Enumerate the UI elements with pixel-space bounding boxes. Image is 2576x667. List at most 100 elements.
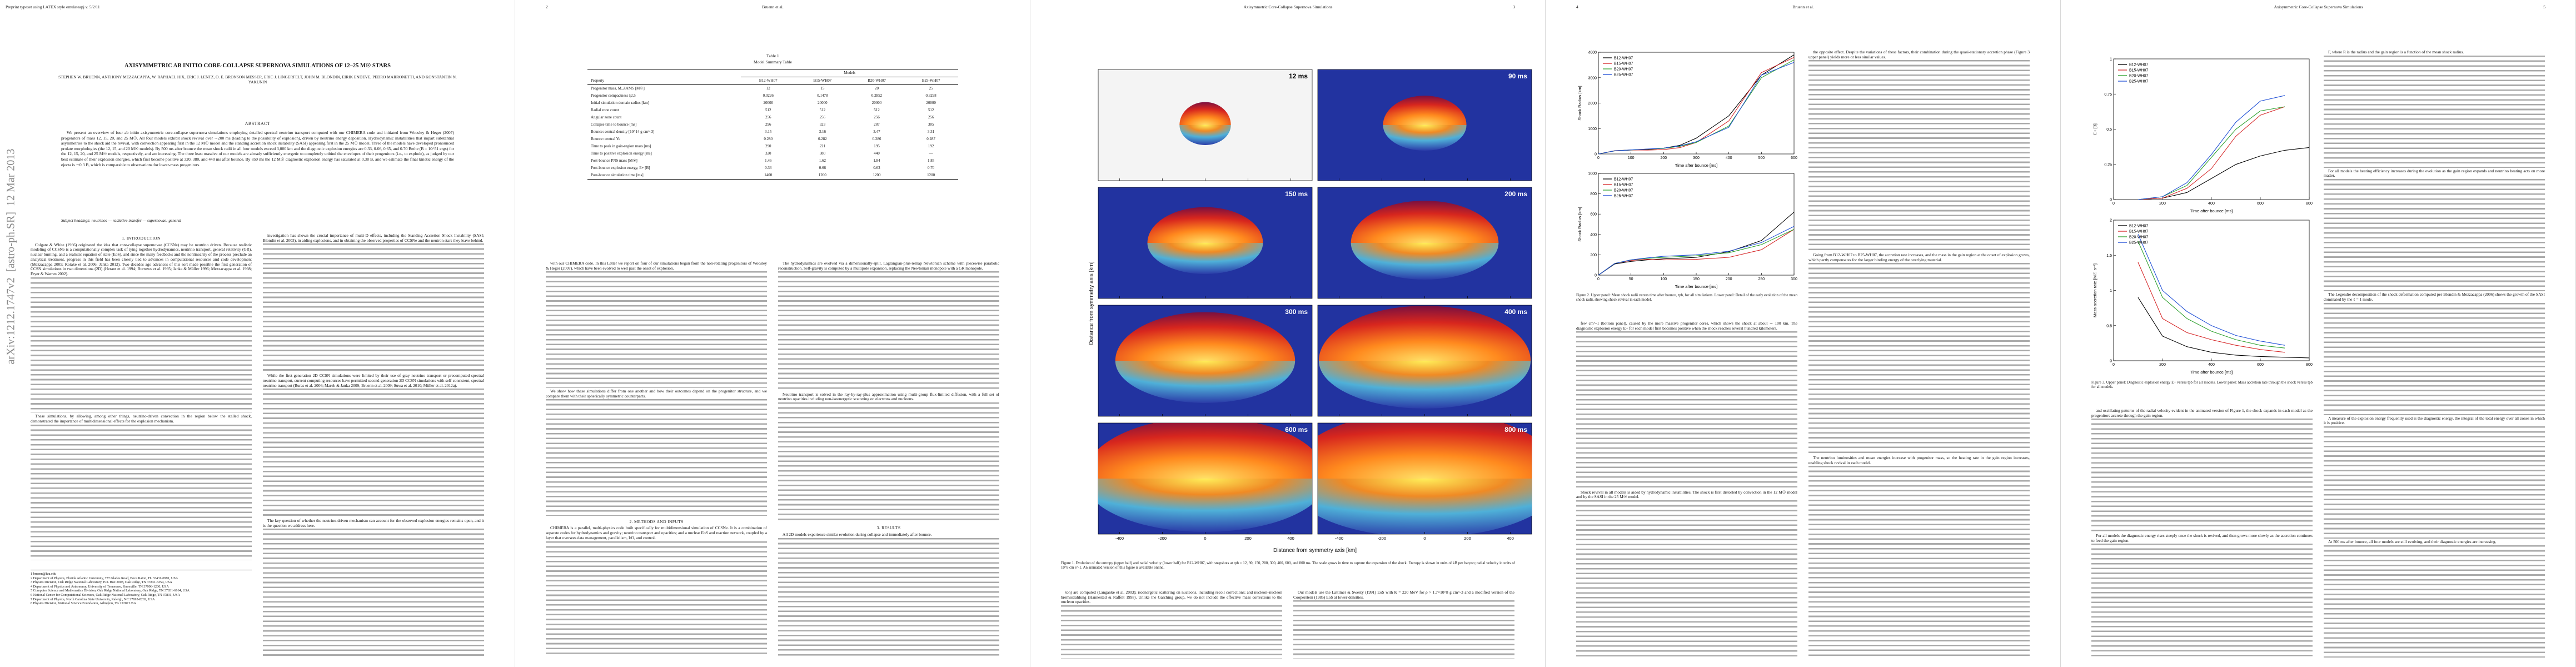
table-cell: 440 (874, 151, 880, 156)
simulation-panel: 200 ms (1317, 187, 1532, 299)
table-cell: Bounce: central density [10^14 g cm^-3] (591, 130, 655, 134)
y-tick-label: 0 (1595, 153, 1597, 157)
entropy-half (1179, 102, 1231, 125)
paragraph: Neutrino transport is solved in the ray-… (778, 391, 999, 402)
x-tick-label: 0 (1204, 536, 1206, 541)
table-cell (587, 69, 741, 77)
text-column: investigation has shown the crucial impo… (263, 233, 484, 659)
y-tick-label: 2000 (1588, 102, 1597, 106)
table-row: Bounce: central Ye 0.280 0.282 0.286 0.287 (587, 136, 958, 143)
text-lines (263, 243, 484, 373)
y-tick-label: 800 (1590, 192, 1597, 196)
page-number: 4 (1576, 4, 1578, 9)
table-cell: 3.31 (928, 130, 935, 134)
simulation-panel: 300 ms (1098, 305, 1313, 417)
y-tick-label: 1.5 (2106, 254, 2112, 258)
table-row: Collapse time to bounce [ms] 296 323 287 305 (587, 121, 958, 128)
x-tick-label: 250 (1758, 277, 1765, 281)
legend-label: B15-WH07 (2129, 230, 2148, 234)
paragraph: For all models the heating efficiency in… (2324, 168, 2545, 178)
table-cell: 0.70 (928, 166, 935, 170)
footnotes: 1 bruenn@fau.edu 2 Department of Physics… (31, 570, 252, 606)
velocity-half (1351, 243, 1499, 280)
y-tick-label: 400 (1590, 233, 1597, 237)
text-lines (31, 424, 252, 560)
running-head: Axisymmetric Core-Collapse Supernova Sim… (2274, 4, 2363, 9)
entropy-half (1098, 423, 1312, 479)
text-lines (546, 541, 767, 658)
y-tick-label: 1 (2110, 289, 2112, 293)
legend-label: B25-WH07 (2129, 80, 2148, 84)
table-cell: 512 (874, 108, 880, 112)
plot-frame (2113, 220, 2310, 361)
table-cell: 320 (765, 151, 771, 156)
table-wrap: Models Property B12-WH07 B15-WH07 B20-WH07 B2… (587, 69, 958, 180)
table-cell: 20000 (763, 101, 773, 105)
table-cell: 1200 (873, 173, 881, 177)
x-tick-label: 400 (1287, 536, 1294, 541)
series-line (2137, 95, 2285, 200)
table-cell: Post-bounce explosion energy, E+ [B] (591, 166, 650, 170)
table-cell: 305 (928, 122, 934, 127)
table-cell: 15 (820, 86, 825, 91)
velocity-half (1318, 361, 1531, 409)
chart: 0 100 200 300 400 500 60001000200030004000Time… (1577, 51, 1797, 168)
running-head: Bruenn et al. (1792, 4, 1814, 9)
legend-label: B15-WH07 (2129, 69, 2148, 73)
panel-image (1318, 306, 1531, 409)
series-line (2137, 241, 2285, 349)
x-tick-label: -200 (1378, 536, 1386, 541)
series-line (1598, 226, 1795, 276)
text-lines (2324, 55, 2545, 168)
panel-image (1098, 423, 1312, 532)
table-row: Post-bounce PNS mass [M☉] 1.46 1.62 1.84 1.8… (587, 157, 958, 165)
y-tick-label: 200 (1590, 253, 1597, 257)
table-cell: 0.1478 (817, 93, 828, 98)
table-cell: 12 (766, 86, 770, 91)
table-cell: 0.282 (818, 137, 827, 141)
table-cell: 1.85 (928, 158, 935, 163)
x-axis-label: Time after bounce [ms] (1675, 163, 1717, 168)
time-label: 200 ms (1504, 190, 1527, 198)
paragraph: While the first-generation 2D CCSN simul… (263, 373, 484, 388)
velocity-half (1115, 361, 1296, 403)
paragraph: For all models the diagnostic energy ris… (2091, 533, 2313, 543)
paragraph: We show how these simulations differ fro… (546, 388, 767, 399)
table-cell: 3.16 (819, 130, 826, 134)
table-header-row: Property B12-WH07 B15-WH07 B20-WH07 B25-WH07 (587, 77, 958, 85)
table-cell: 296 (765, 122, 771, 127)
y-tick-label: 600 (1590, 213, 1597, 217)
paragraph: the opposite effect. Despite the variati… (1808, 50, 2030, 59)
x-tick-label: 0 (2112, 202, 2115, 206)
text-column: Γ, where R is the radius and the gain re… (2324, 50, 2545, 659)
table-cell: 1.46 (765, 158, 772, 163)
y-tick-label: 0.5 (2106, 324, 2112, 328)
x-tick-label: 200 (2159, 202, 2166, 206)
plot-frame (2113, 58, 2310, 200)
y-tick-label: 0.5 (2106, 128, 2112, 132)
table-cell: 195 (874, 144, 880, 148)
table-cell: 0.0226 (763, 93, 774, 98)
panel-image (1147, 207, 1263, 274)
text-column: ton) are computed (Langanke et al. 2003)… (1061, 590, 1282, 660)
x-tick-label: 800 (2306, 202, 2313, 206)
series-line (1598, 212, 1795, 276)
legend-label: B12-WH07 (1614, 178, 1633, 182)
text-lines (2324, 302, 2545, 415)
keywords: Subject headings: neutrinos — radiative … (61, 218, 181, 223)
section-heading: 1. INTRODUCTION (122, 236, 161, 241)
paragraph: Colgate & White (1966) originated the id… (31, 242, 252, 276)
paragraph: The key question of whether the neutrino… (263, 517, 484, 528)
x-tick-label: 200 (1660, 156, 1667, 160)
legend-label: B20-WH07 (1614, 68, 1633, 72)
entropy-half (1318, 423, 1532, 479)
x-tick-label: 300 (1693, 156, 1700, 160)
time-label: 800 ms (1504, 426, 1527, 434)
table-cell: 25 (929, 86, 933, 91)
time-label: 600 ms (1285, 426, 1308, 434)
table-cell: Collapse time to bounce [ms] (591, 122, 637, 127)
page-number: 3 (1513, 4, 1515, 9)
table-row: Time to peak in gain-region mass [ms] 290… (587, 143, 958, 150)
table-cell: Time to peak in gain-region mass [ms] (591, 144, 651, 148)
x-tick-label: 100 (1628, 156, 1635, 160)
